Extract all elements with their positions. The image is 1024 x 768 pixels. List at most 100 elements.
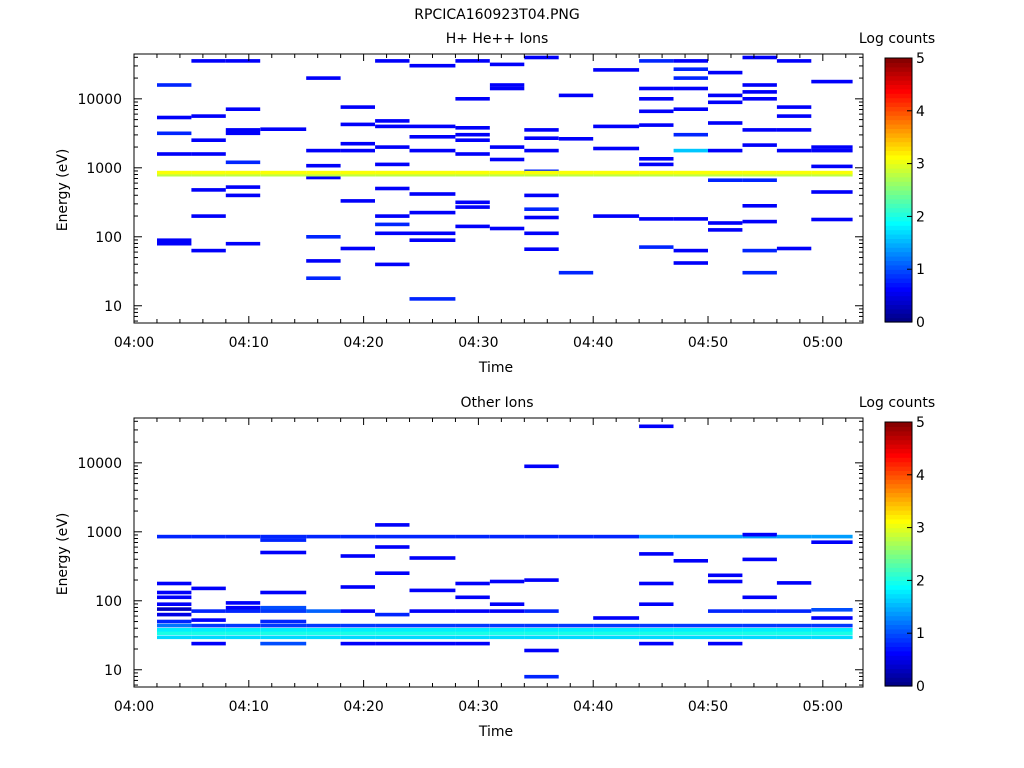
heatmap-bin <box>708 172 743 177</box>
heatmap-bin <box>191 214 226 218</box>
heatmap-bin <box>742 97 777 101</box>
heatmap-bin <box>306 631 341 635</box>
heatmap-bin <box>191 534 226 539</box>
figure-title: RPCICA160923T04.PNG <box>414 7 579 23</box>
colorbar-segment <box>885 137 912 143</box>
colorbar-segment <box>885 93 912 99</box>
heatmap-bin <box>409 556 456 560</box>
heatmap-bin <box>191 152 226 156</box>
colorbar-label: Log counts <box>859 31 935 47</box>
heatmap-bin <box>811 628 853 632</box>
plot-frame <box>133 417 864 688</box>
heatmap-bin <box>811 79 853 84</box>
heatmap-bin <box>742 128 777 132</box>
colorbar-segment <box>885 58 912 63</box>
colorbar-segment <box>885 269 912 275</box>
heatmap-bin <box>157 238 192 242</box>
heatmap-bin <box>673 132 708 137</box>
colorbar-segment <box>885 212 912 217</box>
heatmap-bin <box>306 628 341 632</box>
colorbar-segment <box>885 203 912 209</box>
heatmap-bin <box>157 607 192 611</box>
heatmap-bin <box>260 605 307 610</box>
colorbar-segment <box>885 646 912 652</box>
colorbar-segment <box>885 523 912 529</box>
heatmap-bin <box>639 581 674 586</box>
colorbar-segment <box>885 606 912 612</box>
colorbar-segment <box>885 216 912 222</box>
colorbar-tick-label: 1 <box>916 262 925 278</box>
heatmap-bin <box>260 641 307 646</box>
heatmap-bin <box>811 616 853 620</box>
heatmap-bin <box>558 623 594 628</box>
heatmap-bin <box>811 145 853 149</box>
colorbar-segment <box>885 282 912 288</box>
heatmap-bin <box>776 105 812 109</box>
heatmap-bin <box>340 172 375 177</box>
colorbar-segment <box>885 207 912 213</box>
colorbar-segment <box>885 452 912 458</box>
heatmap-bin <box>558 137 594 141</box>
heatmap-bin <box>708 609 743 613</box>
x-ticks: 04:00 04:10 04:20 04:30 04:40 04:50 05:00 <box>114 418 847 715</box>
colorbar-segment <box>885 229 912 235</box>
heatmap-bin <box>639 162 674 167</box>
heatmap-bin <box>524 628 559 632</box>
heatmap-bin <box>708 70 743 75</box>
heatmap-bin <box>260 623 307 628</box>
heatmap-bin <box>708 221 743 225</box>
colorbar-segment <box>885 483 912 489</box>
colorbar-segment <box>885 238 912 244</box>
heatmap-bin <box>673 59 708 63</box>
heatmap-bin <box>593 146 640 151</box>
heatmap-bin <box>742 143 777 147</box>
heatmap-bin <box>639 59 674 63</box>
heatmap-bin <box>340 141 375 146</box>
colorbar-segment <box>885 444 912 449</box>
y-tick-label: 10 <box>104 663 122 679</box>
colorbar-tick-label: 5 <box>916 415 925 431</box>
heatmap-bin <box>306 148 341 153</box>
colorbar: 0 1 2 3 4 5 <box>884 51 925 331</box>
x-tick-label: 04:30 <box>458 335 498 351</box>
heatmap-bin <box>225 631 261 635</box>
heatmap-bin <box>639 635 674 640</box>
colorbar-segment <box>885 110 912 116</box>
heatmap-bin <box>157 241 192 246</box>
heatmap-bin <box>742 534 777 539</box>
heatmap-bin <box>455 138 490 142</box>
heatmap-bin <box>524 231 559 236</box>
heatmap-bin <box>225 635 261 640</box>
x-tick-label: 04:00 <box>114 335 154 351</box>
heatmap-bin <box>225 172 261 177</box>
heatmap-bin <box>260 631 307 635</box>
heatmap-bin <box>340 170 375 175</box>
colorbar-tick-label: 2 <box>916 573 925 589</box>
colorbar-segment <box>885 439 912 445</box>
heatmap-bin <box>524 635 559 640</box>
heatmap-bin <box>742 55 777 60</box>
heatmap-bin <box>742 83 777 87</box>
heatmap-bin <box>489 623 525 628</box>
heatmap-bin <box>558 270 594 275</box>
heatmap-bin <box>811 164 853 169</box>
colorbar-segment <box>885 536 912 542</box>
heatmap-bin <box>776 246 812 251</box>
colorbar-tick-label: 3 <box>916 521 925 537</box>
heatmap-bin <box>708 628 743 632</box>
y-tick-label: 10000 <box>77 456 122 472</box>
colorbar-segment <box>885 97 912 103</box>
heatmap-bin <box>455 172 490 177</box>
colorbar-segment <box>885 549 912 555</box>
heatmap-bin <box>306 609 341 613</box>
x-tick-label: 04:20 <box>343 699 383 715</box>
heatmap-bin <box>811 148 853 153</box>
heatmap-bin <box>340 635 375 640</box>
heatmap-bin <box>639 641 674 646</box>
colorbar-segment <box>885 273 912 279</box>
heatmap-bin <box>593 124 640 129</box>
x-tick-label: 04:10 <box>229 335 269 351</box>
heatmap-bin <box>593 534 640 539</box>
colorbar-segment <box>885 470 912 476</box>
heatmap-bin <box>191 59 226 63</box>
